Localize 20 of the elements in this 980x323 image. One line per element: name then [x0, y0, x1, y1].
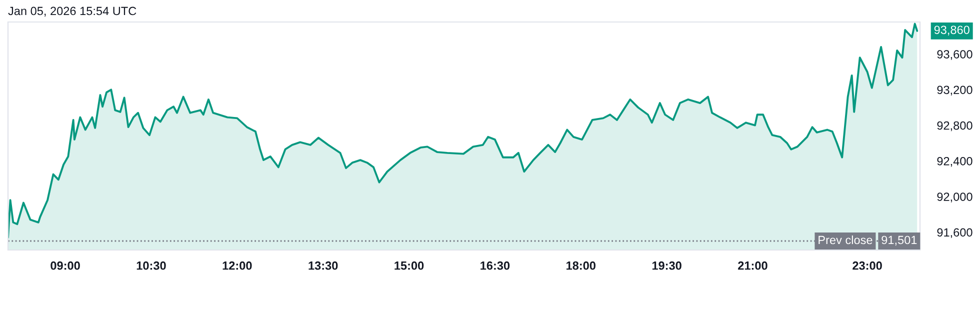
x-tick-label: 18:00: [566, 261, 596, 270]
annotation: 91,501: [882, 236, 917, 246]
annotation: 93,860: [934, 26, 970, 36]
x-tick-label: 15:00: [394, 261, 424, 270]
chart-title: Jan 05, 2026 15:54 UTC: [8, 6, 136, 17]
y-tick-label: 92,400: [937, 156, 972, 167]
y-tick-label: 92,800: [937, 121, 972, 132]
x-tick-label: 23:00: [852, 261, 882, 270]
x-tick-label: 09:00: [50, 261, 80, 270]
x-tick-label: 16:30: [480, 261, 510, 270]
x-tick-label: 21:00: [738, 261, 768, 270]
x-tick-label: 19:30: [652, 261, 682, 270]
x-tick-label: 13:30: [308, 261, 338, 270]
y-tick-label: 92,000: [937, 192, 972, 202]
x-tick-label: 10:30: [136, 261, 166, 270]
ref-line-label: Prev close: [818, 236, 872, 244]
y-tick-label: 91,600: [937, 228, 972, 238]
x-tick-label: 12:00: [222, 261, 252, 270]
y-tick-label: 93,600: [937, 50, 972, 60]
y-tick-label: 93,200: [937, 86, 972, 96]
